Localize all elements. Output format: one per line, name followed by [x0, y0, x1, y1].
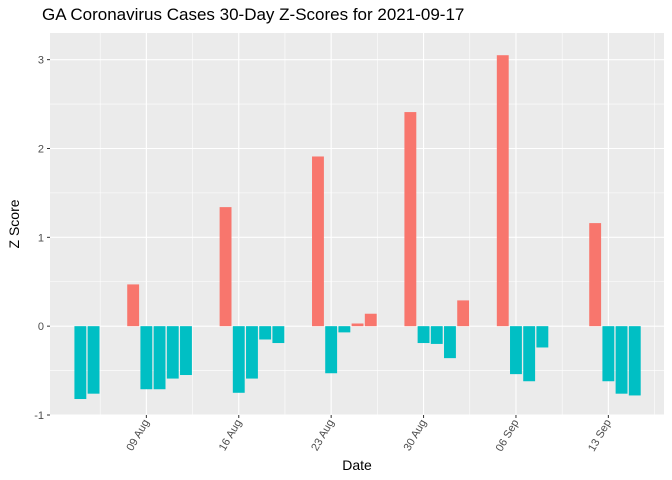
- x-tick-label: 23 Aug: [309, 418, 337, 454]
- bar: [628, 326, 641, 396]
- x-tick-label: 16 Aug: [217, 418, 245, 454]
- bar: [338, 326, 351, 333]
- bar: [536, 326, 549, 348]
- bar: [180, 326, 192, 376]
- y-tick-label: 2: [38, 143, 44, 155]
- x-tick-label: 09 Aug: [124, 418, 152, 454]
- x-axis-title: Date: [342, 457, 372, 473]
- y-axis-title: Z Score: [6, 199, 22, 248]
- y-tick-label: 0: [38, 321, 44, 333]
- bar: [404, 112, 417, 327]
- y-tick-label: 3: [38, 55, 44, 67]
- bar: [417, 326, 430, 344]
- y-tick-label: -1: [34, 410, 44, 422]
- bar: [127, 284, 140, 327]
- bar: [496, 55, 509, 327]
- y-tick-label: 1: [38, 232, 44, 244]
- bar: [219, 207, 232, 327]
- plot-panel: [50, 33, 664, 415]
- bar: [457, 300, 470, 327]
- bar: [166, 326, 179, 379]
- bar: [246, 326, 258, 379]
- bars: [74, 55, 641, 400]
- x-tick-label: 13 Sep: [586, 418, 614, 454]
- x-tick-label: 06 Sep: [494, 418, 522, 454]
- bar: [602, 326, 615, 382]
- bar: [589, 223, 602, 327]
- bar: [232, 326, 245, 393]
- bar: [615, 326, 628, 394]
- chart-title: GA Coronavirus Cases 30-Day Z-Scores for…: [42, 5, 465, 24]
- bar: [153, 326, 166, 390]
- bar: [325, 326, 338, 374]
- bar: [312, 156, 324, 327]
- bar: [140, 326, 153, 390]
- bar: [74, 326, 87, 400]
- bar: [510, 326, 522, 375]
- bar: [351, 323, 364, 327]
- bar: [272, 326, 285, 344]
- bar: [444, 326, 456, 359]
- bar: [523, 326, 536, 382]
- bar: [259, 326, 272, 340]
- bar: [430, 326, 443, 344]
- x-tick-label: 30 Aug: [402, 418, 430, 454]
- bar: [87, 326, 100, 394]
- bar: [364, 313, 377, 327]
